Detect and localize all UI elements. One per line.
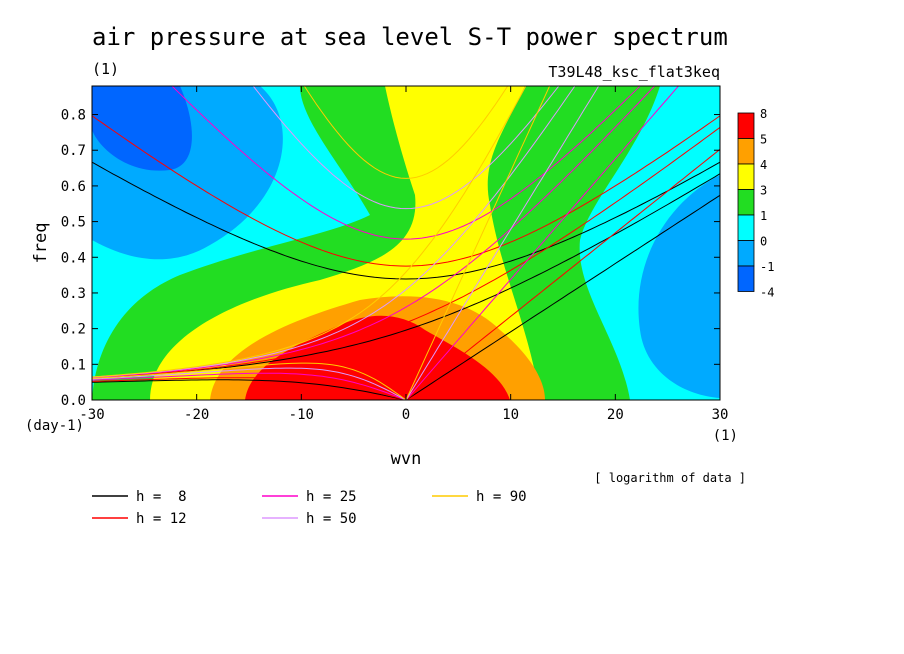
legend-label: h = 8 [136,489,187,505]
colorbar-label: 8 [760,107,767,121]
x-axis-label: wvn [391,449,422,469]
x-unit-label: (1) [713,428,738,444]
legend: h = 8 h = 12 h = 25 h = 50 h = 90 [92,489,527,527]
x-tick-label: 30 [712,407,729,423]
dispersion-curves [92,86,720,400]
rossby-wave-curve [92,367,407,400]
y-tick-label: 0.1 [61,357,86,373]
kelvin-wave-curve [405,86,551,400]
inertia-gravity-curve [252,86,560,210]
inertia-gravity-curve [171,86,641,240]
colorbar-swatch [737,265,755,292]
x-tick-label: -20 [184,407,209,423]
legend-label: h = 50 [306,511,357,527]
y-tick-label: 0.2 [61,322,86,338]
x-tick-label: 20 [607,407,624,423]
rossby-wave-curve [92,372,407,400]
mrg-wave-curve [92,126,720,379]
x-tick-label: 0 [402,407,410,423]
mrg-wave-curve [92,86,527,378]
rossby-wave-curve [92,379,407,400]
legend-label: h = 90 [476,489,527,505]
colorbar-label: 0 [760,235,767,249]
rossby-wave-curve [92,377,407,400]
y-tick-label: 0.4 [61,250,86,266]
colorbar-swatch [737,240,755,267]
contour-field [92,86,720,400]
kelvin-wave-curve [405,194,720,400]
x-tick-label: -10 [289,407,314,423]
x-tick-label: -30 [79,407,104,423]
colorbar-swatch [737,163,755,190]
colorbar-label: 5 [760,133,767,147]
colorbar-label: 4 [760,158,767,172]
y-tick-label: 0.0 [61,393,86,409]
y-tick-label: 0.7 [61,143,86,159]
y-unit-label: (day-1) [25,418,84,434]
y-axis-label: freq [31,223,51,264]
kelvin-wave-curve [405,148,720,400]
colorbar-label: 3 [760,184,767,198]
legend-label: h = 12 [136,511,187,527]
y-tick-label: 0.6 [61,179,86,195]
experiment-label: T39L48_ksc_flat3keq [548,63,720,81]
inertia-gravity-curve [92,161,720,280]
kelvin-wave-curve [405,86,680,400]
axes: -30 -20 -10 0 10 20 30 0.0 0.1 0.2 0.3 0.4 0.5 0.6 0.7… [61,86,729,423]
colorbar-label: -4 [760,286,774,300]
inertia-gravity-curve [303,86,509,179]
mrg-wave-curve [92,86,576,378]
colorbar-label: 1 [760,209,767,223]
x-tick-label: 10 [502,407,519,423]
kelvin-wave-curve [405,86,600,400]
y-tick-label: 0.8 [61,108,86,124]
y-tick-label: 0.5 [61,215,86,231]
colorbar: 8 5 4 3 1 0 -1 -4 [737,107,774,300]
colorbar-swatch [737,189,755,216]
colorbar-swatch [737,214,755,241]
chart-title: air pressure at sea level S-T power spec… [92,23,728,51]
colorbar-swatch [737,112,755,139]
y-tick-label: 0.3 [61,286,86,302]
data-note: [ logarithm of data ] [594,471,746,485]
colorbar-swatch [737,138,755,165]
title-unit: (1) [92,60,119,78]
rossby-wave-curve [92,362,407,400]
mrg-wave-curve [92,86,656,378]
legend-label: h = 25 [306,489,357,505]
inertia-gravity-curve [92,115,720,267]
colorbar-label: -1 [760,260,774,274]
